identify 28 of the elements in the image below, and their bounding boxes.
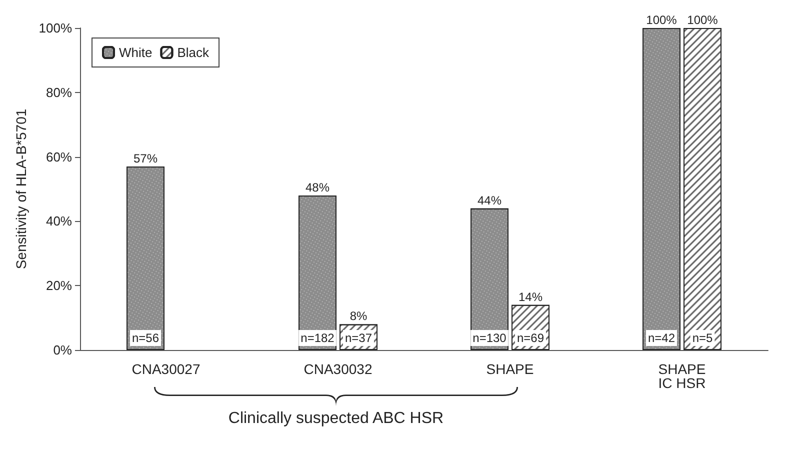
annotation: n=69 xyxy=(516,331,544,345)
legend-label: White xyxy=(119,45,152,60)
y-tick-label: 40% xyxy=(46,214,72,229)
y-tick-label: 100% xyxy=(38,20,72,36)
y-tick-label: 60% xyxy=(46,149,72,164)
data-label: 48% xyxy=(305,180,330,194)
y-tick-label: 0% xyxy=(53,342,72,358)
annotation: n=42 xyxy=(648,331,676,345)
legend-label: Black xyxy=(177,45,210,60)
x-tick-label: CNA30032 xyxy=(304,361,372,377)
annotation: n=56 xyxy=(132,331,160,345)
y-tick-label: 20% xyxy=(46,278,72,294)
data-label: 100% xyxy=(646,13,678,27)
data-label: 57% xyxy=(133,151,158,166)
y-tick-label: 80% xyxy=(46,84,72,100)
data-label: 14% xyxy=(518,290,543,304)
annotation: n=37 xyxy=(344,331,372,345)
y-axis-title: Sensitivity of HLA-B*5701 xyxy=(12,108,29,270)
annotation: n=130 xyxy=(472,331,507,345)
x-tick-label: CNA30027 xyxy=(132,361,200,377)
text: Clinically suspected ABC HSR xyxy=(227,410,445,428)
data-label: 100% xyxy=(687,13,718,27)
x-tick-label: SHAPE IC HSR xyxy=(658,361,706,391)
annotation: n=182 xyxy=(300,331,335,345)
data-label: 44% xyxy=(477,193,502,208)
x-tick-label: SHAPE xyxy=(486,361,534,377)
data-label: 8% xyxy=(350,309,368,324)
annotation: n=5 xyxy=(692,331,713,345)
